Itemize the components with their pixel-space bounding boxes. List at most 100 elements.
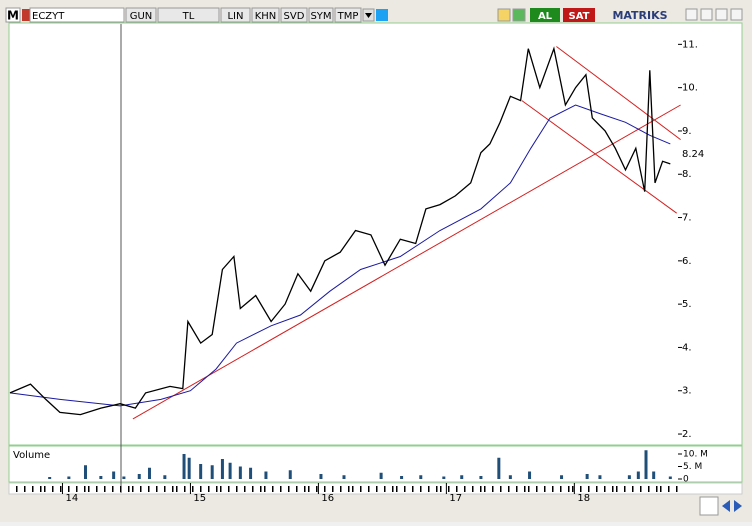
timeline-mark (52, 486, 54, 492)
toolbar-button[interactable] (157, 7, 220, 23)
volume-bar (560, 475, 564, 479)
volume-bar (319, 474, 323, 479)
timeline-mark (500, 486, 502, 492)
toolbar-button-label: TMP (337, 11, 359, 22)
toolbar-button-label: GUN (130, 11, 153, 22)
timeline-mark (324, 486, 326, 492)
timeline-mark (132, 486, 134, 492)
maximize[interactable] (715, 8, 728, 21)
timeline-mark (480, 486, 482, 492)
twitter-icon[interactable] (376, 9, 388, 21)
timeline-mark (104, 486, 106, 492)
timeline-mark (376, 486, 378, 492)
timeline-mark (228, 486, 230, 492)
volume-bar (220, 459, 224, 479)
toolbar-button[interactable] (251, 7, 280, 23)
refresh-icon[interactable] (512, 8, 526, 22)
timeline-mark (156, 486, 158, 492)
buy-label: AL (538, 11, 553, 22)
symbol: ECZYT (32, 11, 65, 22)
timeline-mark (508, 486, 510, 492)
timeline-mark (164, 486, 166, 492)
volume-bar (182, 454, 186, 479)
timeline-mark (580, 486, 582, 492)
timeline-mark (304, 486, 306, 492)
timeline-mark (472, 486, 474, 492)
timeline-mark (236, 486, 238, 492)
volume-bar (147, 467, 151, 479)
timeline-mark (648, 486, 650, 492)
y-tick-label: 2. (682, 429, 692, 440)
timeline-mark (588, 486, 590, 492)
toolbar-button[interactable] (280, 7, 308, 23)
timeline-mark (252, 486, 254, 492)
y-tick-label: 5. (682, 299, 692, 310)
plot: 2. 3. 4. 5. 6. 7. 8. 9. 10. 11. 8.24 Volume 0 5. M 10.… (9, 39, 708, 504)
flag (22, 9, 30, 21)
timeline-mark (360, 486, 362, 492)
timeline-mark (348, 486, 350, 492)
timeline-mark (84, 486, 86, 492)
timeline-mark (272, 486, 274, 492)
timeline-mark (148, 486, 150, 492)
volume-tick-label: 5. M (683, 462, 702, 472)
timeline-mark (528, 486, 530, 492)
timeline-mark (484, 486, 486, 492)
timeline-mark (392, 486, 394, 492)
toolbar-button[interactable] (125, 7, 157, 23)
y-tick-label: 3. (682, 386, 692, 397)
sync-button[interactable] (699, 496, 719, 516)
toolbar-button[interactable] (334, 7, 362, 23)
minimize[interactable] (685, 8, 698, 21)
timeline-mark (280, 486, 282, 492)
toolbar-button[interactable] (308, 7, 334, 23)
volume-bar (497, 457, 501, 479)
symbol-box[interactable] (29, 7, 125, 23)
volume-bar (627, 475, 631, 479)
volume-bar (238, 466, 242, 479)
timeline-mark (192, 486, 194, 492)
timeline-mark (660, 486, 662, 492)
volume-bar (379, 472, 383, 479)
volume-bar (668, 476, 672, 479)
timeline-mark (440, 486, 442, 492)
scroll-left[interactable] (722, 500, 730, 512)
toolbar-button-label: KHN (255, 11, 277, 22)
buy-button[interactable] (530, 8, 560, 22)
timeline-mark (396, 486, 398, 492)
timeline-mark (352, 486, 354, 492)
close[interactable] (730, 8, 743, 21)
toolbar-button[interactable] (220, 7, 251, 23)
timeline-mark (16, 486, 18, 492)
timeline-mark (140, 486, 142, 492)
timeline-mark (24, 486, 26, 492)
last-price-label: 8.24 (682, 149, 704, 160)
timeline-mark (44, 486, 46, 492)
y-tick-label: 10. (682, 83, 698, 94)
sell-button[interactable] (563, 8, 595, 22)
restore[interactable] (700, 8, 713, 21)
volume-panel (8, 445, 743, 483)
timeline-mark (220, 486, 222, 492)
toolbar-button-label: SVD (284, 11, 305, 22)
x-tick-label: 15 (193, 493, 206, 504)
brand: MATRIKS (612, 9, 667, 22)
timeline-mark (176, 486, 178, 492)
x-tick-label: 16 (321, 493, 334, 504)
timeline-mark (676, 486, 678, 492)
volume-bar (508, 475, 512, 479)
timeline-strip (8, 482, 743, 495)
timeline-mark (428, 486, 430, 492)
timeline-mark (568, 486, 570, 492)
timeline-mark (264, 486, 266, 492)
timeline-mark (524, 486, 526, 492)
timeline-mark (464, 486, 466, 492)
volume-bar (48, 477, 52, 479)
timeline-mark (68, 486, 70, 492)
timeline-mark (544, 486, 546, 492)
scroll-right[interactable] (734, 500, 742, 512)
flash-icon[interactable] (497, 8, 511, 22)
timeline-mark (604, 486, 606, 492)
timeline-mark (612, 486, 614, 492)
